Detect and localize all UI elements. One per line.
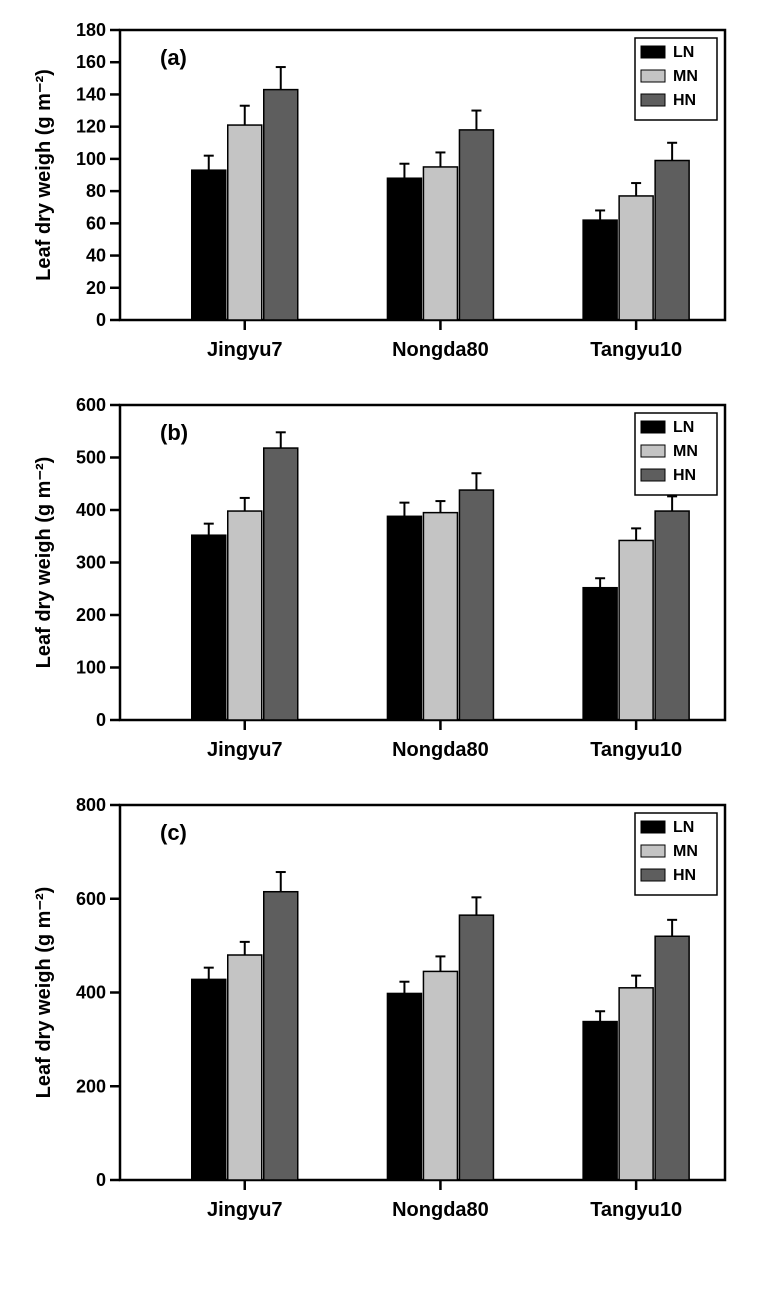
y-tick-label: 300 [76,553,106,573]
bar [655,161,689,321]
bar [387,178,421,320]
y-tick-label: 100 [76,149,106,169]
y-tick-label: 800 [76,795,106,815]
bar [423,513,457,720]
y-axis-label: Leaf dry weigh (g m⁻²) [33,887,55,1099]
bar [655,936,689,1180]
y-tick-label: 200 [76,1076,106,1096]
legend-swatch [641,46,665,58]
panel-tag: (c) [160,820,187,845]
bar [228,125,262,320]
bar [264,90,298,320]
bar [387,993,421,1180]
bar [192,170,226,320]
y-tick-label: 140 [76,84,106,104]
bar [655,511,689,720]
y-tick-label: 0 [96,710,106,730]
category-label: Tangyu10 [590,339,682,361]
figure: 0 20 40 60 80 100 120 140 160 180 Leaf dry weigh (… [20,20,755,1235]
y-tick-label: 400 [76,500,106,520]
y-axis-label: Leaf dry weigh (g m⁻²) [33,69,55,281]
y-tick-label: 20 [86,278,106,298]
category-label: Jingyu7 [207,1199,283,1221]
chart-panel: 0 100 200 300 400 500 600 Leaf dry weigh (g m⁻²… [20,395,755,775]
category-label: Nongda80 [392,739,489,761]
legend-swatch [641,70,665,82]
y-tick-label: 400 [76,983,106,1003]
y-tick-label: 80 [86,181,106,201]
legend-label: HN [673,867,696,884]
y-tick-label: 60 [86,213,106,233]
y-tick-label: 120 [76,117,106,137]
legend-swatch [641,445,665,457]
panel: 0 100 200 300 400 500 600 Leaf dry weigh (g m⁻²… [20,395,755,775]
legend-label: LN [673,44,694,61]
y-tick-label: 100 [76,658,106,678]
bar [264,448,298,720]
bar [387,516,421,720]
panel-tag: (b) [160,420,188,445]
bar [583,220,617,320]
legend-swatch [641,869,665,881]
bar [264,892,298,1180]
chart-panel: 0 200 400 600 800 Leaf dry weigh (g m⁻²) Jingy… [20,795,755,1235]
legend-swatch [641,845,665,857]
bar [459,490,493,720]
bar [459,130,493,320]
bar [583,588,617,720]
y-tick-label: 0 [96,1170,106,1190]
bar [619,196,653,320]
legend-swatch [641,421,665,433]
category-label: Jingyu7 [207,339,283,361]
y-tick-label: 500 [76,448,106,468]
y-tick-label: 0 [96,310,106,330]
legend-label: HN [673,92,696,109]
bar [619,988,653,1180]
legend-label: LN [673,419,694,436]
bar [192,979,226,1180]
bar [423,167,457,320]
y-tick-label: 160 [76,52,106,72]
chart-panel: 0 20 40 60 80 100 120 140 160 180 Leaf dry weigh (… [20,20,755,375]
category-label: Nongda80 [392,1199,489,1221]
bar [423,971,457,1180]
category-label: Nongda80 [392,339,489,361]
legend-label: MN [673,843,698,860]
y-tick-label: 600 [76,395,106,415]
y-tick-label: 40 [86,246,106,266]
y-tick-label: 200 [76,605,106,625]
panel: 0 200 400 600 800 Leaf dry weigh (g m⁻²) Jingy… [20,795,755,1235]
y-axis-label: Leaf dry weigh (g m⁻²) [33,457,55,669]
bar [459,915,493,1180]
panels-host: 0 20 40 60 80 100 120 140 160 180 Leaf dry weigh (… [20,20,755,1235]
category-label: Tangyu10 [590,739,682,761]
legend-swatch [641,469,665,481]
bar [619,540,653,720]
legend-label: HN [673,467,696,484]
bar [583,1022,617,1180]
legend-swatch [641,821,665,833]
panel: 0 20 40 60 80 100 120 140 160 180 Leaf dry weigh (… [20,20,755,375]
bar [192,535,226,720]
y-tick-label: 180 [76,20,106,40]
legend-swatch [641,94,665,106]
legend-label: MN [673,68,698,85]
category-label: Jingyu7 [207,739,283,761]
legend-label: LN [673,819,694,836]
bar [228,511,262,720]
category-label: Tangyu10 [590,1199,682,1221]
bar [228,955,262,1180]
y-tick-label: 600 [76,889,106,909]
legend-label: MN [673,443,698,460]
panel-tag: (a) [160,45,187,70]
